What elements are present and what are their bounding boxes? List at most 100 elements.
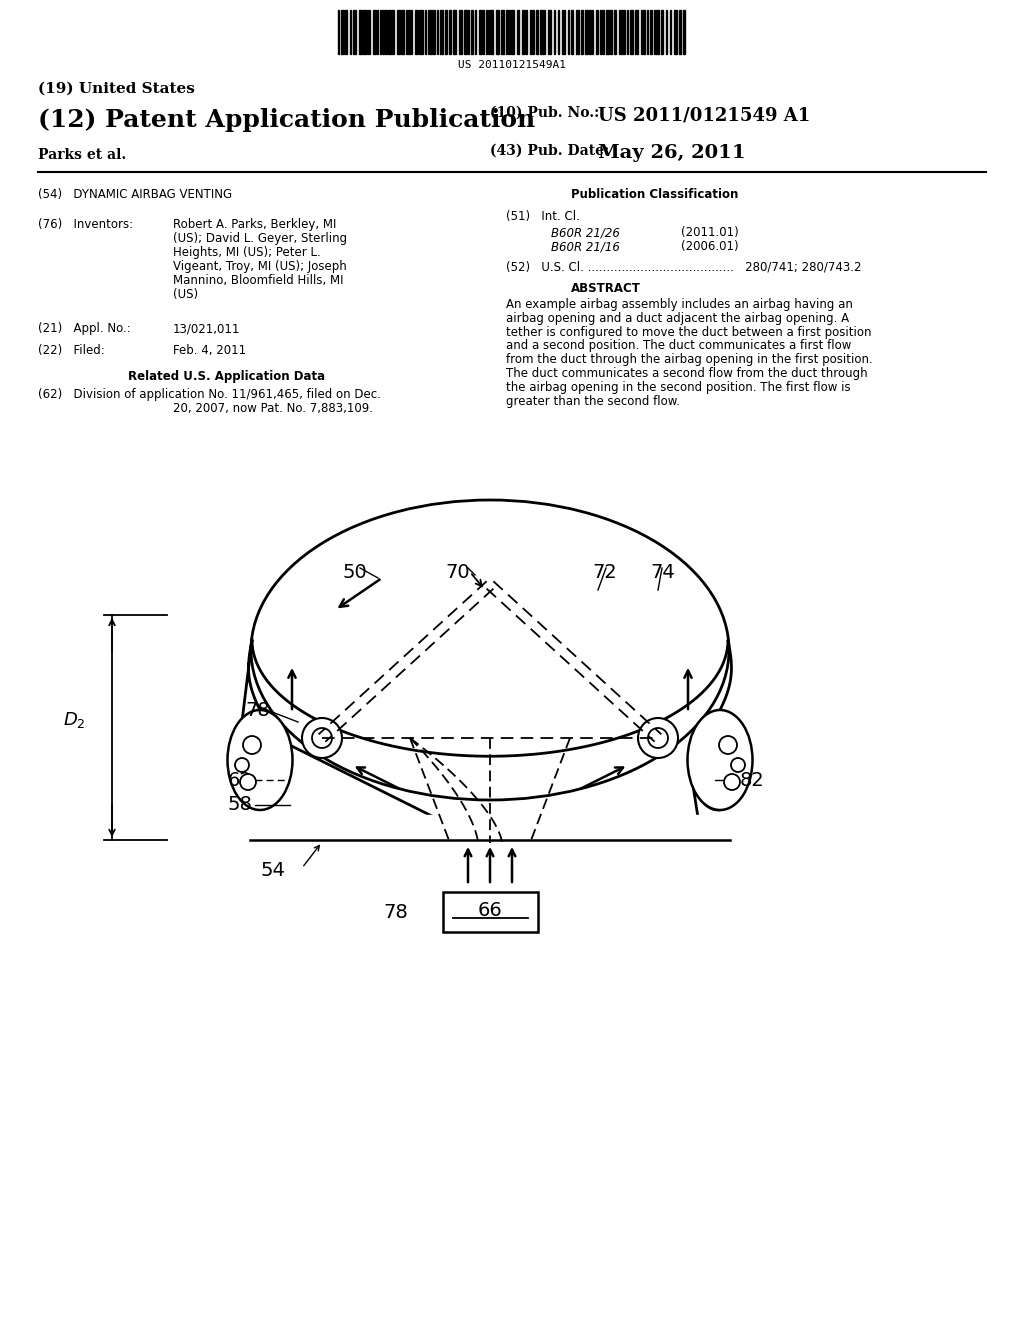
Text: Feb. 4, 2011: Feb. 4, 2011 xyxy=(173,345,246,356)
Text: 72: 72 xyxy=(592,564,616,582)
Bar xyxy=(440,11,443,54)
Text: (43) Pub. Date:: (43) Pub. Date: xyxy=(490,144,609,158)
Bar xyxy=(540,11,543,54)
Text: and a second position. The duct communicates a first flow: and a second position. The duct communic… xyxy=(506,339,851,352)
Bar xyxy=(606,11,609,54)
Text: airbag opening and a duct adjacent the airbag opening. A: airbag opening and a duct adjacent the a… xyxy=(506,312,849,325)
Text: 54: 54 xyxy=(260,861,285,879)
Text: 20, 2007, now Pat. No. 7,883,109.: 20, 2007, now Pat. No. 7,883,109. xyxy=(173,403,373,414)
Bar xyxy=(362,11,366,54)
Bar xyxy=(479,11,482,54)
Bar xyxy=(562,11,565,54)
Text: 78: 78 xyxy=(383,903,408,921)
Text: Heights, MI (US); Peter L.: Heights, MI (US); Peter L. xyxy=(173,246,321,259)
Bar xyxy=(397,11,400,54)
Bar xyxy=(449,11,451,54)
Circle shape xyxy=(724,774,740,789)
Text: The duct communicates a second flow from the duct through: The duct communicates a second flow from… xyxy=(506,367,867,380)
Bar xyxy=(522,11,524,54)
Bar xyxy=(501,11,504,54)
Bar xyxy=(571,11,573,54)
Bar xyxy=(643,11,645,54)
Circle shape xyxy=(719,737,737,754)
Text: the airbag opening in the second position. The first flow is: the airbag opening in the second positio… xyxy=(506,380,851,393)
Bar xyxy=(430,11,432,54)
Bar xyxy=(596,11,598,54)
Text: (76)   Inventors:: (76) Inventors: xyxy=(38,218,133,231)
Text: (US); David L. Geyer, Sterling: (US); David L. Geyer, Sterling xyxy=(173,232,347,246)
Text: May 26, 2011: May 26, 2011 xyxy=(598,144,745,162)
Bar xyxy=(614,11,616,54)
Bar xyxy=(496,11,499,54)
Text: (21)   Appl. No.:: (21) Appl. No.: xyxy=(38,322,131,335)
Text: Robert A. Parks, Berkley, MI: Robert A. Parks, Berkley, MI xyxy=(173,218,336,231)
Bar xyxy=(433,11,435,54)
Text: (12) Patent Application Publication: (12) Patent Application Publication xyxy=(38,108,536,132)
Text: B60R 21/26: B60R 21/26 xyxy=(551,226,620,239)
Bar xyxy=(464,11,467,54)
Bar xyxy=(621,11,623,54)
Text: (US): (US) xyxy=(173,288,198,301)
Text: 74: 74 xyxy=(650,564,675,582)
Text: (62)   Division of application No. 11/961,465, filed on Dec.: (62) Division of application No. 11/961,… xyxy=(38,388,381,401)
Bar xyxy=(589,11,591,54)
Ellipse shape xyxy=(227,710,293,810)
Bar xyxy=(388,11,391,54)
Bar xyxy=(443,892,538,932)
Bar xyxy=(359,11,362,54)
Bar xyxy=(341,11,344,54)
Circle shape xyxy=(234,758,249,772)
Text: (19) United States: (19) United States xyxy=(38,82,195,96)
Bar xyxy=(530,11,532,54)
Text: from the duct through the airbag opening in the first position.: from the duct through the airbag opening… xyxy=(506,354,872,366)
Bar xyxy=(517,11,519,54)
Bar xyxy=(581,11,583,54)
Text: Vigeant, Troy, MI (US); Joseph: Vigeant, Troy, MI (US); Joseph xyxy=(173,260,347,273)
Circle shape xyxy=(638,718,678,758)
Text: US 20110121549A1: US 20110121549A1 xyxy=(458,59,566,70)
Circle shape xyxy=(240,774,256,789)
Text: tether is configured to move the duct between a first position: tether is configured to move the duct be… xyxy=(506,326,871,339)
Bar xyxy=(490,11,493,54)
Text: Parks et al.: Parks et al. xyxy=(38,148,126,162)
Ellipse shape xyxy=(687,710,753,810)
Circle shape xyxy=(731,758,745,772)
Bar xyxy=(650,11,652,54)
Text: $D_2$: $D_2$ xyxy=(62,710,85,730)
Bar xyxy=(471,11,473,54)
Bar xyxy=(511,11,514,54)
Bar xyxy=(635,11,638,54)
Bar xyxy=(373,11,376,54)
Text: (51)   Int. Cl.: (51) Int. Cl. xyxy=(506,210,580,223)
Bar xyxy=(385,11,387,54)
Text: 50: 50 xyxy=(342,564,367,582)
Circle shape xyxy=(302,718,342,758)
Text: 62: 62 xyxy=(227,771,252,789)
Bar xyxy=(674,11,677,54)
Bar xyxy=(353,11,356,54)
Text: 13/021,011: 13/021,011 xyxy=(173,322,241,335)
Bar xyxy=(420,11,423,54)
Bar xyxy=(630,11,633,54)
Bar xyxy=(679,11,681,54)
Text: Publication Classification: Publication Classification xyxy=(571,187,738,201)
Text: 78: 78 xyxy=(246,701,270,719)
Text: (2011.01): (2011.01) xyxy=(681,226,738,239)
Bar xyxy=(683,11,685,54)
Bar xyxy=(600,11,602,54)
Text: (10) Pub. No.:: (10) Pub. No.: xyxy=(490,106,599,120)
Text: 82: 82 xyxy=(740,771,765,789)
Bar xyxy=(415,11,417,54)
Bar xyxy=(656,11,659,54)
Bar xyxy=(662,11,663,54)
Text: B60R 21/16: B60R 21/16 xyxy=(551,240,620,253)
Bar xyxy=(392,11,394,54)
Bar xyxy=(401,11,404,54)
Bar xyxy=(548,11,551,54)
Bar xyxy=(445,11,447,54)
Bar xyxy=(453,11,456,54)
Bar xyxy=(585,11,588,54)
Text: (22)   Filed:: (22) Filed: xyxy=(38,345,104,356)
Text: An example airbag assembly includes an airbag having an: An example airbag assembly includes an a… xyxy=(506,298,853,312)
Text: greater than the second flow.: greater than the second flow. xyxy=(506,395,680,408)
